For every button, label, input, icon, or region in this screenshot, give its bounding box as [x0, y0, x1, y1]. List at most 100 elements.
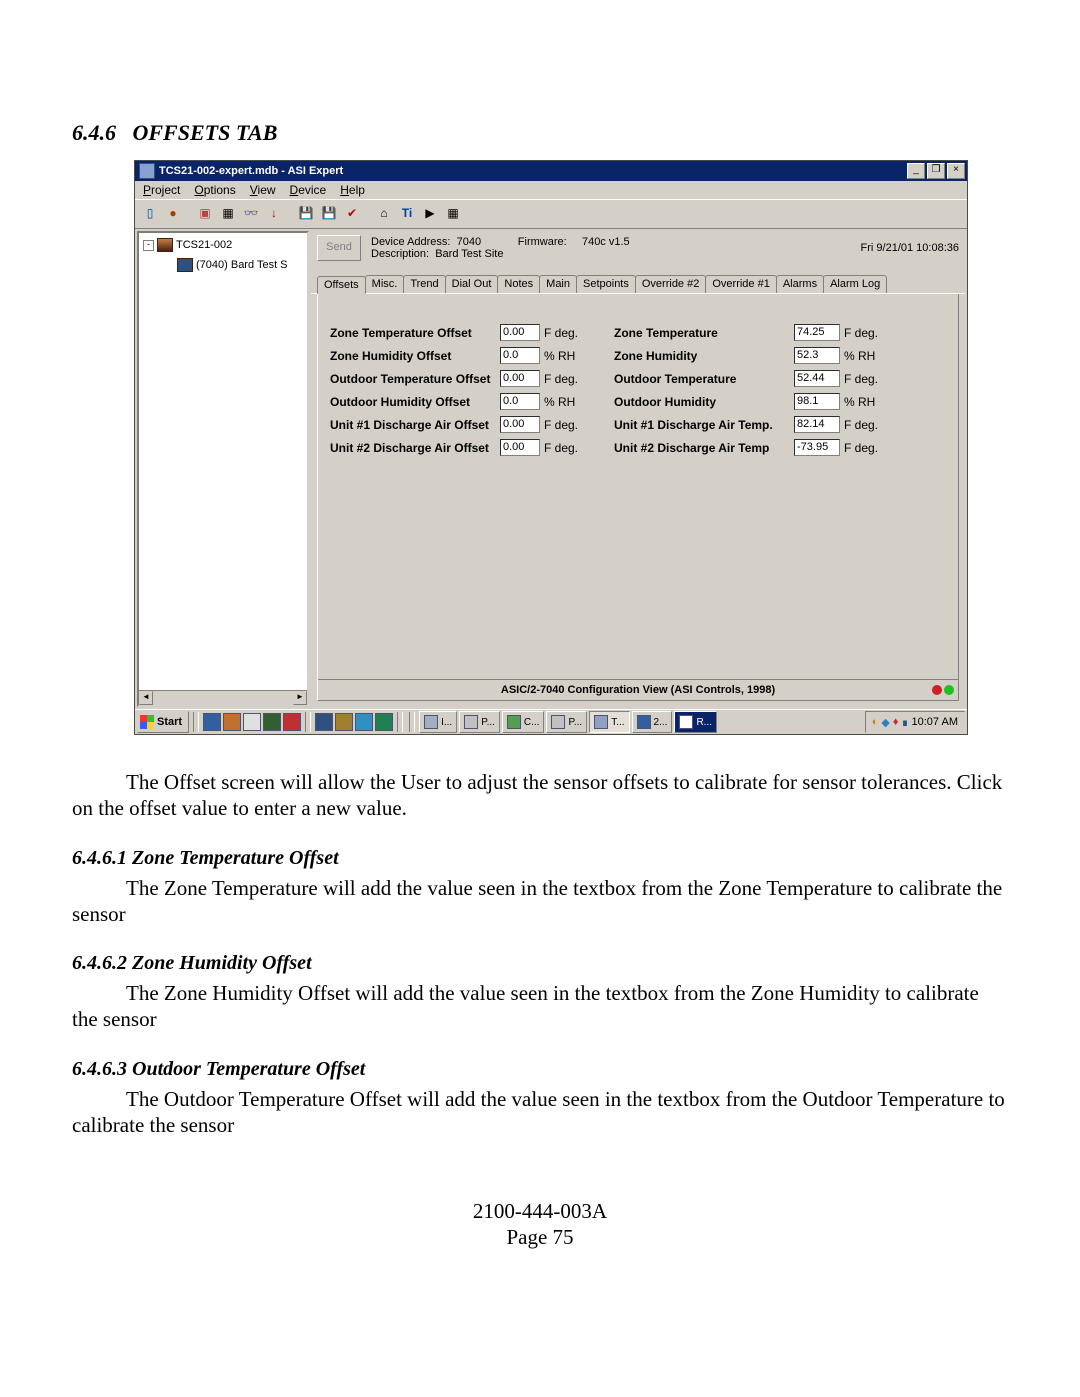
toolbar-btn[interactable]: ▣ — [194, 202, 216, 224]
windows-logo-icon — [140, 715, 154, 729]
taskbar-task[interactable]: P... — [459, 711, 500, 733]
unit-label: F deg. — [540, 372, 584, 386]
close-button[interactable]: × — [947, 163, 965, 179]
toolbar-btn[interactable]: 💾 — [295, 202, 317, 224]
tab-dialout[interactable]: Dial Out — [445, 275, 499, 293]
quicklaunch-icon[interactable] — [315, 713, 333, 731]
reading-value: 98.1 — [794, 393, 840, 410]
document-body: The Offset screen will allow the User to… — [72, 769, 1008, 1251]
quicklaunch-icon[interactable] — [375, 713, 393, 731]
taskbar-task[interactable]: 2... — [632, 711, 673, 733]
collapse-icon[interactable]: - — [143, 240, 154, 251]
offset-input[interactable]: 0.00 — [500, 370, 540, 387]
toolbar-btn[interactable]: ▦ — [442, 202, 464, 224]
quicklaunch-icon[interactable] — [283, 713, 301, 731]
taskbar-task[interactable]: I... — [419, 711, 457, 733]
scroll-left-icon[interactable]: ◄ — [139, 691, 153, 705]
toolbar-btn[interactable]: ▦ — [217, 202, 239, 224]
start-label: Start — [157, 716, 182, 728]
unit-label: % RH — [540, 395, 584, 409]
tab-content: Zone Temperature Offset 0.00 F deg. Zone… — [317, 294, 959, 701]
taskbar-task[interactable]: P... — [546, 711, 587, 733]
unit-label: F deg. — [840, 372, 884, 386]
doc-number: 2100-444-003A — [72, 1198, 1008, 1224]
timestamp: Fri 9/21/01 10:08:36 — [861, 242, 959, 254]
tab-setpoints[interactable]: Setpoints — [576, 275, 636, 293]
row-label: Zone Humidity Offset — [330, 349, 500, 363]
row-label: Outdoor Humidity Offset — [330, 395, 500, 409]
toolbar-btn[interactable]: 💾 — [318, 202, 340, 224]
row-label: Outdoor Temperature — [614, 372, 794, 386]
quicklaunch-icon[interactable] — [355, 713, 373, 731]
title-bar: TCS21-002-expert.mdb - ASI Expert _ ❐ × — [135, 161, 967, 181]
tab-override2[interactable]: Override #2 — [635, 275, 706, 293]
tree-pane: - TCS21-002 (7040) Bard Test S ◄ ► — [137, 231, 309, 707]
reading-value: 74.25 — [794, 324, 840, 341]
offset-input[interactable]: 0.00 — [500, 416, 540, 433]
status-light-green — [944, 685, 954, 695]
tree-scrollbar[interactable]: ◄ ► — [139, 690, 307, 705]
toolbar-btn[interactable]: ● — [162, 202, 184, 224]
addr-value: 7040 — [457, 236, 481, 248]
toolbar-btn[interactable]: ↓ — [263, 202, 285, 224]
offset-input[interactable]: 0.00 — [500, 439, 540, 456]
tab-notes[interactable]: Notes — [497, 275, 540, 293]
addr-label: Device Address: — [371, 236, 450, 248]
menu-help[interactable]: Help — [340, 183, 365, 197]
row-label: Zone Temperature — [614, 326, 794, 340]
tray-clock: 10:07 AM — [912, 716, 958, 728]
quicklaunch-icon[interactable] — [223, 713, 241, 731]
offset-input[interactable]: 0.0 — [500, 347, 540, 364]
unit-label: F deg. — [540, 441, 584, 455]
send-button[interactable]: Send — [317, 235, 361, 261]
toolbar-btn[interactable]: ✔ — [341, 202, 363, 224]
window-title: TCS21-002-expert.mdb - ASI Expert — [159, 165, 907, 177]
tray-icon[interactable]: ◆ — [881, 716, 889, 729]
quicklaunch-icon[interactable] — [263, 713, 281, 731]
tab-override1[interactable]: Override #1 — [705, 275, 776, 293]
tab-alarmlog[interactable]: Alarm Log — [823, 275, 887, 293]
tab-misc[interactable]: Misc. — [365, 275, 405, 293]
tab-trend[interactable]: Trend — [403, 275, 445, 293]
screenshot-window: TCS21-002-expert.mdb - ASI Expert _ ❐ × … — [134, 160, 968, 735]
menu-view[interactable]: View — [250, 183, 276, 197]
tree-root-label: TCS21-002 — [176, 239, 232, 251]
offset-input[interactable]: 0.0 — [500, 393, 540, 410]
menu-device[interactable]: Device — [290, 183, 327, 197]
tray-icon[interactable]: ◐ — [872, 716, 879, 728]
tab-main[interactable]: Main — [539, 275, 577, 293]
device-info-row: Send Device Address: 7040 Firmware: 740c… — [311, 231, 965, 263]
toolbar-btn[interactable]: ⌂ — [373, 202, 395, 224]
sub-body-3: The Outdoor Temperature Offset will add … — [72, 1086, 1008, 1139]
tree-node[interactable]: (7040) Bard Test S — [143, 257, 303, 273]
tree-root[interactable]: - TCS21-002 — [143, 237, 303, 253]
unit-label: F deg. — [540, 326, 584, 340]
menu-options[interactable]: Options — [194, 183, 235, 197]
tray-icon[interactable]: ∎ — [902, 716, 909, 729]
status-text: ASIC/2-7040 Configuration View (ASI Cont… — [501, 684, 775, 696]
menu-project[interactable]: Project — [143, 183, 180, 197]
taskbar-task[interactable]: C... — [502, 711, 545, 733]
minimize-button[interactable]: _ — [907, 163, 925, 179]
scroll-right-icon[interactable]: ► — [293, 691, 307, 705]
toolbar-btn[interactable]: 👓 — [240, 202, 262, 224]
sub-body-1: The Zone Temperature will add the value … — [72, 875, 1008, 928]
start-button[interactable]: Start — [137, 711, 189, 733]
offset-input[interactable]: 0.00 — [500, 324, 540, 341]
taskbar-task[interactable]: T... — [589, 711, 629, 733]
taskbar-task[interactable]: R... — [674, 711, 717, 733]
maximize-button[interactable]: ❐ — [927, 163, 945, 179]
unit-label: F deg. — [840, 418, 884, 432]
tray-icon[interactable]: ♦ — [893, 716, 899, 728]
tab-offsets[interactable]: Offsets — [317, 276, 366, 294]
quicklaunch-icon[interactable] — [335, 713, 353, 731]
quicklaunch-icon[interactable] — [203, 713, 221, 731]
row-label: Zone Temperature Offset — [330, 326, 500, 340]
quicklaunch-icon[interactable] — [243, 713, 261, 731]
unit-label: F deg. — [540, 418, 584, 432]
desc-label: Description: — [371, 248, 429, 260]
toolbar-btn[interactable]: Ti — [396, 202, 418, 224]
toolbar-btn[interactable]: ▯ — [139, 202, 161, 224]
toolbar-btn[interactable]: ▶ — [419, 202, 441, 224]
tab-alarms[interactable]: Alarms — [776, 275, 824, 293]
